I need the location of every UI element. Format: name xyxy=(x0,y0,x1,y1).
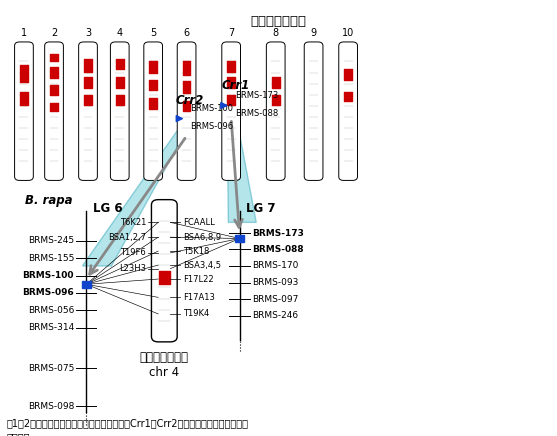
Text: 7: 7 xyxy=(228,28,234,38)
Text: T5K18: T5K18 xyxy=(183,247,209,255)
FancyBboxPatch shape xyxy=(79,42,97,181)
Text: 6: 6 xyxy=(184,28,189,38)
Text: F17L22: F17L22 xyxy=(183,275,213,283)
Text: BRMS-314: BRMS-314 xyxy=(28,324,74,332)
Text: BRMS-100: BRMS-100 xyxy=(190,104,233,113)
Text: BSA6,8,9: BSA6,8,9 xyxy=(183,233,221,242)
Text: BRMS-173: BRMS-173 xyxy=(235,91,278,100)
Text: LG 6: LG 6 xyxy=(93,202,123,215)
Text: T19K4: T19K4 xyxy=(183,310,209,318)
Text: FCAALL: FCAALL xyxy=(183,218,214,227)
Text: BRMS-097: BRMS-097 xyxy=(252,295,298,303)
Text: Crr1: Crr1 xyxy=(222,79,250,92)
Text: T19F6: T19F6 xyxy=(120,249,146,257)
Text: BRMS-155: BRMS-155 xyxy=(28,254,74,262)
Text: Crr2: Crr2 xyxy=(175,94,204,107)
Text: BSA1,2,7: BSA1,2,7 xyxy=(108,233,146,242)
Polygon shape xyxy=(82,123,190,266)
Text: B. rapa: B. rapa xyxy=(25,194,72,207)
FancyBboxPatch shape xyxy=(152,200,177,342)
Text: 5: 5 xyxy=(150,28,157,38)
FancyBboxPatch shape xyxy=(110,42,129,181)
Bar xyxy=(235,235,244,242)
Text: BRMS-246: BRMS-246 xyxy=(252,311,298,320)
Text: 1: 1 xyxy=(21,28,27,38)
FancyBboxPatch shape xyxy=(177,42,196,181)
Text: F17A13: F17A13 xyxy=(183,293,214,302)
Text: BRMS-098: BRMS-098 xyxy=(28,402,74,411)
FancyBboxPatch shape xyxy=(339,42,358,181)
Text: BRMS-088: BRMS-088 xyxy=(252,245,304,254)
Text: 9: 9 xyxy=(311,28,316,38)
Text: BRMS-170: BRMS-170 xyxy=(252,262,298,270)
Text: BRMS-075: BRMS-075 xyxy=(28,364,74,373)
Text: シロイヌナズナ
chr 4: シロイヌナズナ chr 4 xyxy=(140,351,189,379)
Text: 2: 2 xyxy=(51,28,57,38)
FancyBboxPatch shape xyxy=(222,42,241,181)
Bar xyxy=(82,281,91,288)
Text: BRMS-096: BRMS-096 xyxy=(190,122,233,131)
Text: 4: 4 xyxy=(117,28,123,38)
FancyBboxPatch shape xyxy=(144,42,163,181)
Text: T6K21: T6K21 xyxy=(120,218,146,227)
Text: BRMS-093: BRMS-093 xyxy=(252,278,298,287)
Text: BRMS-088: BRMS-088 xyxy=(235,109,278,118)
FancyBboxPatch shape xyxy=(304,42,323,181)
Text: BRMS-096: BRMS-096 xyxy=(22,289,74,297)
Text: 図1　2個のハクサイ根こぶ病抵抗性遺伝子座Crr1、Crr2とシロイヌナズナのゲノム
との関係: 図1 2個のハクサイ根こぶ病抵抗性遺伝子座Crr1、Crr2とシロイヌナズナのゲ… xyxy=(7,419,248,436)
Text: 3: 3 xyxy=(85,28,91,38)
Text: ハクサイ連鎖地: ハクサイ連鎖地 xyxy=(251,15,306,28)
Text: 10: 10 xyxy=(342,28,354,38)
Text: 8: 8 xyxy=(273,28,278,38)
Text: BRMS-173: BRMS-173 xyxy=(252,229,304,238)
Polygon shape xyxy=(227,110,256,222)
Text: BRMS-100: BRMS-100 xyxy=(23,271,74,280)
FancyBboxPatch shape xyxy=(45,42,63,181)
Text: BRMS-245: BRMS-245 xyxy=(28,236,74,245)
FancyBboxPatch shape xyxy=(14,42,33,181)
Text: LG 7: LG 7 xyxy=(246,202,276,215)
Text: L23H3: L23H3 xyxy=(119,264,146,273)
Text: BRMS-056: BRMS-056 xyxy=(28,306,74,315)
FancyBboxPatch shape xyxy=(266,42,285,181)
Text: BSA3,4,5: BSA3,4,5 xyxy=(183,261,221,269)
